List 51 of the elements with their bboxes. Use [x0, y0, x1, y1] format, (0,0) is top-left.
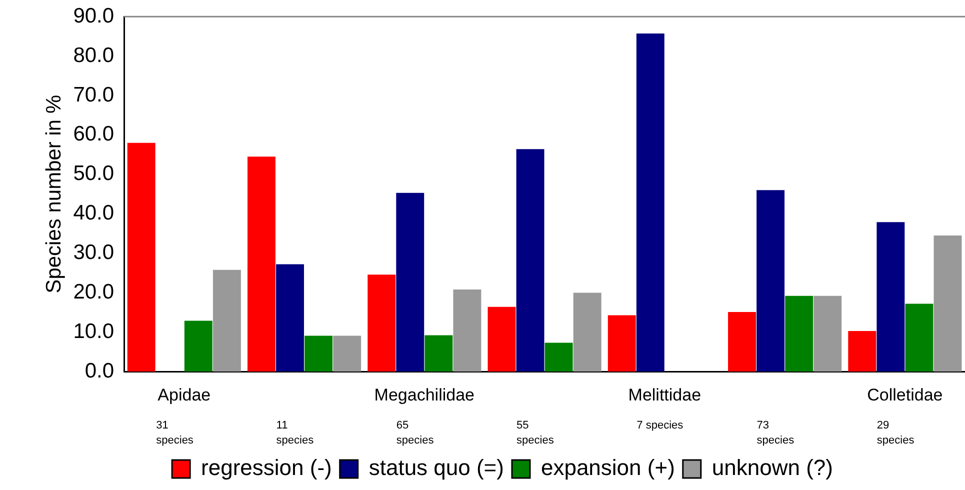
text: 29 species	[876, 420, 915, 447]
bar	[453, 290, 482, 372]
y-tick-label: 40.0	[73, 202, 114, 225]
bar	[848, 330, 876, 372]
bar	[756, 190, 785, 372]
bar	[608, 315, 636, 372]
bar	[876, 222, 905, 372]
bar	[368, 274, 396, 372]
y-tick-label: 10.0	[73, 320, 114, 343]
bar	[127, 142, 156, 372]
bar	[516, 149, 544, 372]
y-axis-title: Species number in %	[42, 94, 66, 294]
text: 65 species	[396, 420, 434, 447]
bar	[544, 342, 573, 372]
y-tick-label: 60.0	[73, 122, 114, 146]
text: 11 species	[276, 420, 314, 447]
text: 73 species	[756, 420, 795, 447]
text: 55 species	[516, 420, 554, 447]
bar	[212, 270, 241, 372]
bar	[814, 296, 842, 372]
bar	[573, 292, 602, 372]
bar	[636, 34, 664, 372]
x-tick-label: Melittidae	[628, 385, 702, 404]
y-tick-label: 80.0	[73, 44, 114, 67]
bar	[934, 236, 962, 372]
bar	[396, 192, 424, 372]
text: 31 species	[156, 420, 194, 447]
y-tick-label: 70.0	[73, 83, 114, 106]
x-tick-label: Megachilidae	[374, 385, 474, 404]
bar	[184, 320, 212, 372]
bar	[488, 306, 516, 372]
x-tick-label: Colletidae	[867, 385, 943, 404]
bar	[424, 335, 453, 372]
y-tick-label: 90.0	[73, 4, 114, 28]
bar	[333, 336, 362, 372]
y-tick-label: 0.0	[84, 359, 114, 382]
y-tick-label: 50.0	[73, 162, 114, 186]
bar	[728, 312, 756, 372]
y-tick-label: 20.0	[73, 280, 114, 304]
bar	[304, 336, 333, 372]
legend-label: regression (-)	[201, 455, 332, 480]
bar	[905, 304, 934, 372]
bar	[276, 264, 304, 372]
x-tick-label: Apidae	[158, 385, 211, 404]
legend-label: unknown (?)	[712, 455, 833, 480]
text: 7 species	[636, 420, 684, 432]
y-tick-label: 30.0	[73, 241, 114, 264]
legend-label: expansion (+)	[540, 455, 675, 480]
legend-label: status quo (=)	[368, 455, 504, 480]
bar	[247, 156, 276, 372]
bar	[785, 296, 814, 372]
